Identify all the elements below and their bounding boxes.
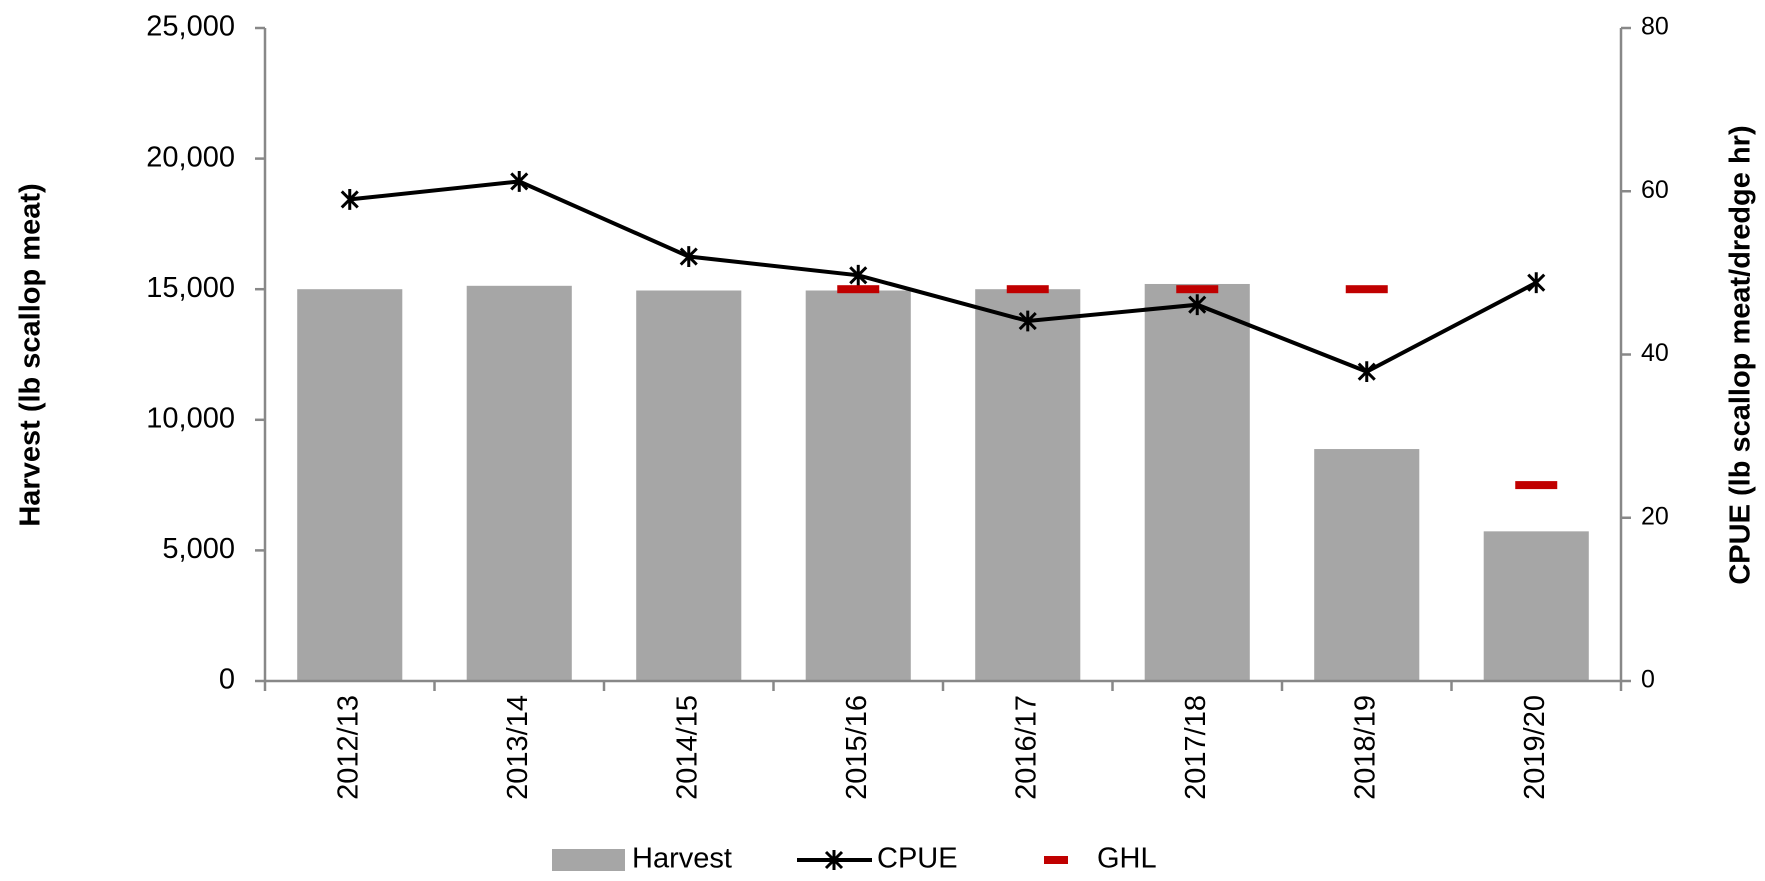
y2-tick-label: 0	[1641, 666, 1655, 694]
x-tick-label: 2019/20	[1519, 695, 1551, 800]
legend-label: CPUE	[877, 843, 958, 875]
bar	[975, 289, 1081, 681]
y-tick-label: 5,000	[162, 533, 235, 565]
y-tick-label: 15,000	[146, 272, 235, 304]
cpue-line	[349, 179, 1538, 374]
cpue-marker	[1188, 294, 1207, 316]
legend-swatch	[1044, 856, 1068, 864]
cpue-marker	[1527, 272, 1546, 294]
ghl-marker	[1176, 285, 1219, 294]
legend-swatch	[552, 849, 625, 871]
cpue-marker	[849, 264, 868, 286]
legend-label: GHL	[1097, 843, 1157, 875]
legend-marker	[824, 850, 844, 870]
y2-tick-label: 20	[1641, 502, 1669, 530]
cpue-marker	[679, 246, 698, 267]
y-tick-label: 0	[219, 664, 235, 696]
x-tick-label: 2012/13	[332, 695, 364, 800]
x-tick-label: 2017/18	[1180, 695, 1212, 800]
y2-tick-label: 80	[1641, 13, 1669, 41]
y-tick-label: 20,000	[146, 141, 235, 173]
y2-tick-label: 40	[1641, 339, 1669, 367]
ghl-marker	[1515, 481, 1558, 490]
y2-axis-title: CPUE (lb scallop meat/dredge hr)	[1725, 125, 1757, 584]
bar	[805, 290, 911, 681]
ghl-marker	[1006, 285, 1049, 294]
y2-tick-label: 60	[1641, 176, 1669, 204]
ghl-marker	[837, 285, 880, 294]
bar	[466, 285, 572, 681]
ghl-marker	[1345, 285, 1388, 294]
x-tick-label: 2018/19	[1349, 695, 1381, 800]
x-tick-label: 2014/15	[671, 695, 703, 800]
bar	[636, 290, 742, 681]
legend-label: Harvest	[632, 843, 732, 875]
x-tick-label: 2015/16	[841, 695, 873, 800]
y-tick-label: 25,000	[146, 11, 235, 43]
x-tick-label: 2016/17	[1010, 695, 1042, 800]
cpue-marker	[1018, 310, 1037, 332]
bar	[1314, 449, 1420, 681]
bar	[297, 289, 403, 681]
cpue-marker	[510, 171, 529, 192]
bar	[1483, 531, 1589, 681]
y-tick-label: 10,000	[146, 402, 235, 434]
cpue-marker	[1357, 361, 1376, 383]
bar	[1144, 283, 1250, 681]
x-tick-label: 2013/14	[502, 695, 534, 800]
cpue-marker	[340, 189, 359, 210]
y-axis-title: Harvest (lb scallop meat)	[15, 183, 47, 526]
